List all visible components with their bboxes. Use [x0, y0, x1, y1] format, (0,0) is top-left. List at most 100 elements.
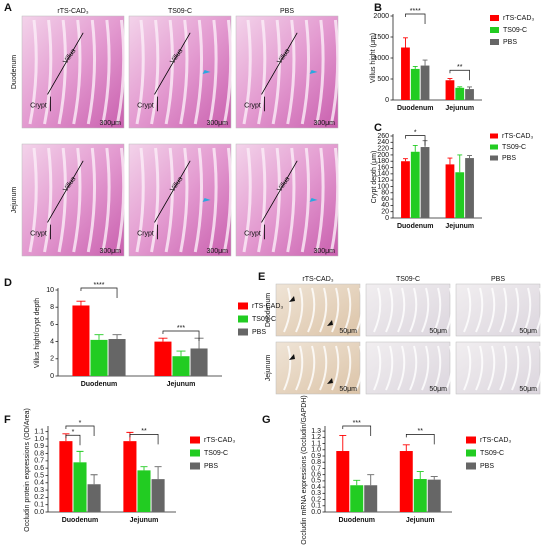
y-tick-label: 8	[50, 304, 54, 311]
bar	[123, 441, 137, 512]
error-bar	[412, 65, 418, 69]
significance-label: *	[414, 129, 417, 136]
y-axis-label: Occludin mRNA expressions (Occludin/GAPD…	[301, 395, 308, 544]
tissue-fold	[499, 345, 508, 391]
bar	[72, 305, 90, 376]
bar	[413, 479, 427, 512]
y-tick-label: 80	[381, 190, 389, 197]
y-tick-label: 4	[50, 338, 54, 345]
row-label: Duodenum	[265, 293, 272, 327]
bar	[154, 341, 172, 376]
y-tick-label: 0.4	[311, 484, 321, 491]
significance-bracket	[449, 69, 470, 81]
tissue-fold	[86, 147, 97, 253]
y-axis-label: Occludin protein expressions (OD/Area)	[24, 408, 31, 532]
y-tick-label: 0	[385, 97, 389, 104]
panel-letter: A	[4, 2, 12, 14]
tissue-fold	[150, 147, 160, 253]
y-tick-label: 0.7	[34, 458, 44, 465]
legend-swatch	[466, 462, 476, 470]
y-tick-label: 1.3	[311, 428, 321, 435]
scale-label: 300μm	[99, 120, 121, 127]
y-tick-label: 0.0	[34, 509, 44, 516]
crypt-label: Crypt	[137, 102, 154, 109]
scale-label: 50μm	[339, 328, 357, 335]
bar	[108, 339, 126, 376]
x-tick-label: Duodenum	[397, 223, 434, 230]
significance-label: **	[141, 428, 147, 435]
error-bar	[467, 86, 472, 90]
tissue-fold	[307, 345, 316, 391]
tissue-fold	[355, 287, 364, 333]
tissue-fold	[283, 345, 292, 391]
legend-swatch	[190, 436, 200, 444]
bar	[410, 68, 420, 100]
y-tick-label: 6	[50, 321, 54, 328]
tissue-fold	[487, 287, 496, 333]
tissue-fold	[355, 345, 364, 391]
tissue-fold	[43, 147, 53, 253]
error-bar	[403, 158, 408, 162]
tissue-fold	[208, 147, 218, 253]
y-tick-label: 0	[385, 215, 389, 222]
error-bar	[158, 337, 168, 342]
column-label: TS09-C	[396, 276, 420, 283]
significance-label: ****	[94, 282, 105, 289]
scale-label: 50μm	[519, 328, 537, 335]
arrow	[309, 198, 318, 202]
legend-label: TS09-C	[252, 316, 276, 323]
significance-bracket	[405, 135, 426, 146]
legend-swatch	[238, 315, 248, 323]
legend-label: rTS-CAD₃	[502, 133, 533, 140]
legend-swatch	[490, 144, 498, 150]
tissue-fold	[179, 147, 189, 253]
legend-label: rTS-CAD₃	[503, 15, 534, 22]
legend-swatch	[490, 27, 499, 33]
tissue-fold	[409, 345, 418, 391]
legend-label: rTS-CAD₃	[480, 437, 511, 444]
legend-swatch	[238, 302, 248, 310]
bar	[172, 356, 190, 376]
y-tick-label: 0.8	[311, 459, 321, 466]
legend-swatch	[490, 155, 498, 161]
x-tick-label: Duodenum	[397, 105, 434, 112]
bar	[465, 89, 474, 100]
legend-swatch	[466, 436, 476, 444]
y-tick-label: 200	[377, 152, 389, 159]
error-bar	[94, 334, 104, 340]
error-bar	[457, 86, 463, 88]
tissue-fold	[271, 19, 281, 125]
significance-label: *	[72, 429, 75, 436]
tissue-fold	[307, 287, 316, 333]
y-tick-label: 180	[377, 158, 389, 165]
bar	[364, 485, 378, 512]
bar	[420, 65, 430, 100]
error-bar	[339, 435, 347, 452]
tissue-fold	[487, 345, 496, 391]
bar	[151, 479, 165, 512]
tissue-fold	[343, 345, 352, 391]
y-tick-label: 120	[377, 177, 389, 184]
legend-swatch	[190, 462, 200, 470]
villus-marker	[154, 32, 191, 95]
legend-swatch	[190, 449, 200, 457]
crypt-label: Crypt	[137, 230, 154, 237]
tissue-fold	[164, 19, 174, 125]
x-tick-label: Duodenum	[81, 381, 118, 388]
tissue-fold	[315, 147, 325, 253]
scale-label: 300μm	[99, 248, 121, 255]
significance-bracket	[162, 330, 200, 341]
scale-label: 300μm	[206, 120, 228, 127]
bar	[190, 348, 208, 376]
significance-label: **	[457, 64, 463, 71]
bar	[73, 462, 87, 512]
y-axis-label: Crypt depth (μm)	[371, 151, 378, 204]
x-tick-label: Jejunum	[406, 517, 435, 524]
crypt-label: Crypt	[30, 230, 47, 237]
tissue-fold	[329, 19, 340, 125]
tissue-fold	[319, 287, 328, 333]
significance-bracket	[129, 434, 159, 445]
arrow	[289, 354, 333, 384]
y-tick-label: 1.0	[34, 436, 44, 443]
